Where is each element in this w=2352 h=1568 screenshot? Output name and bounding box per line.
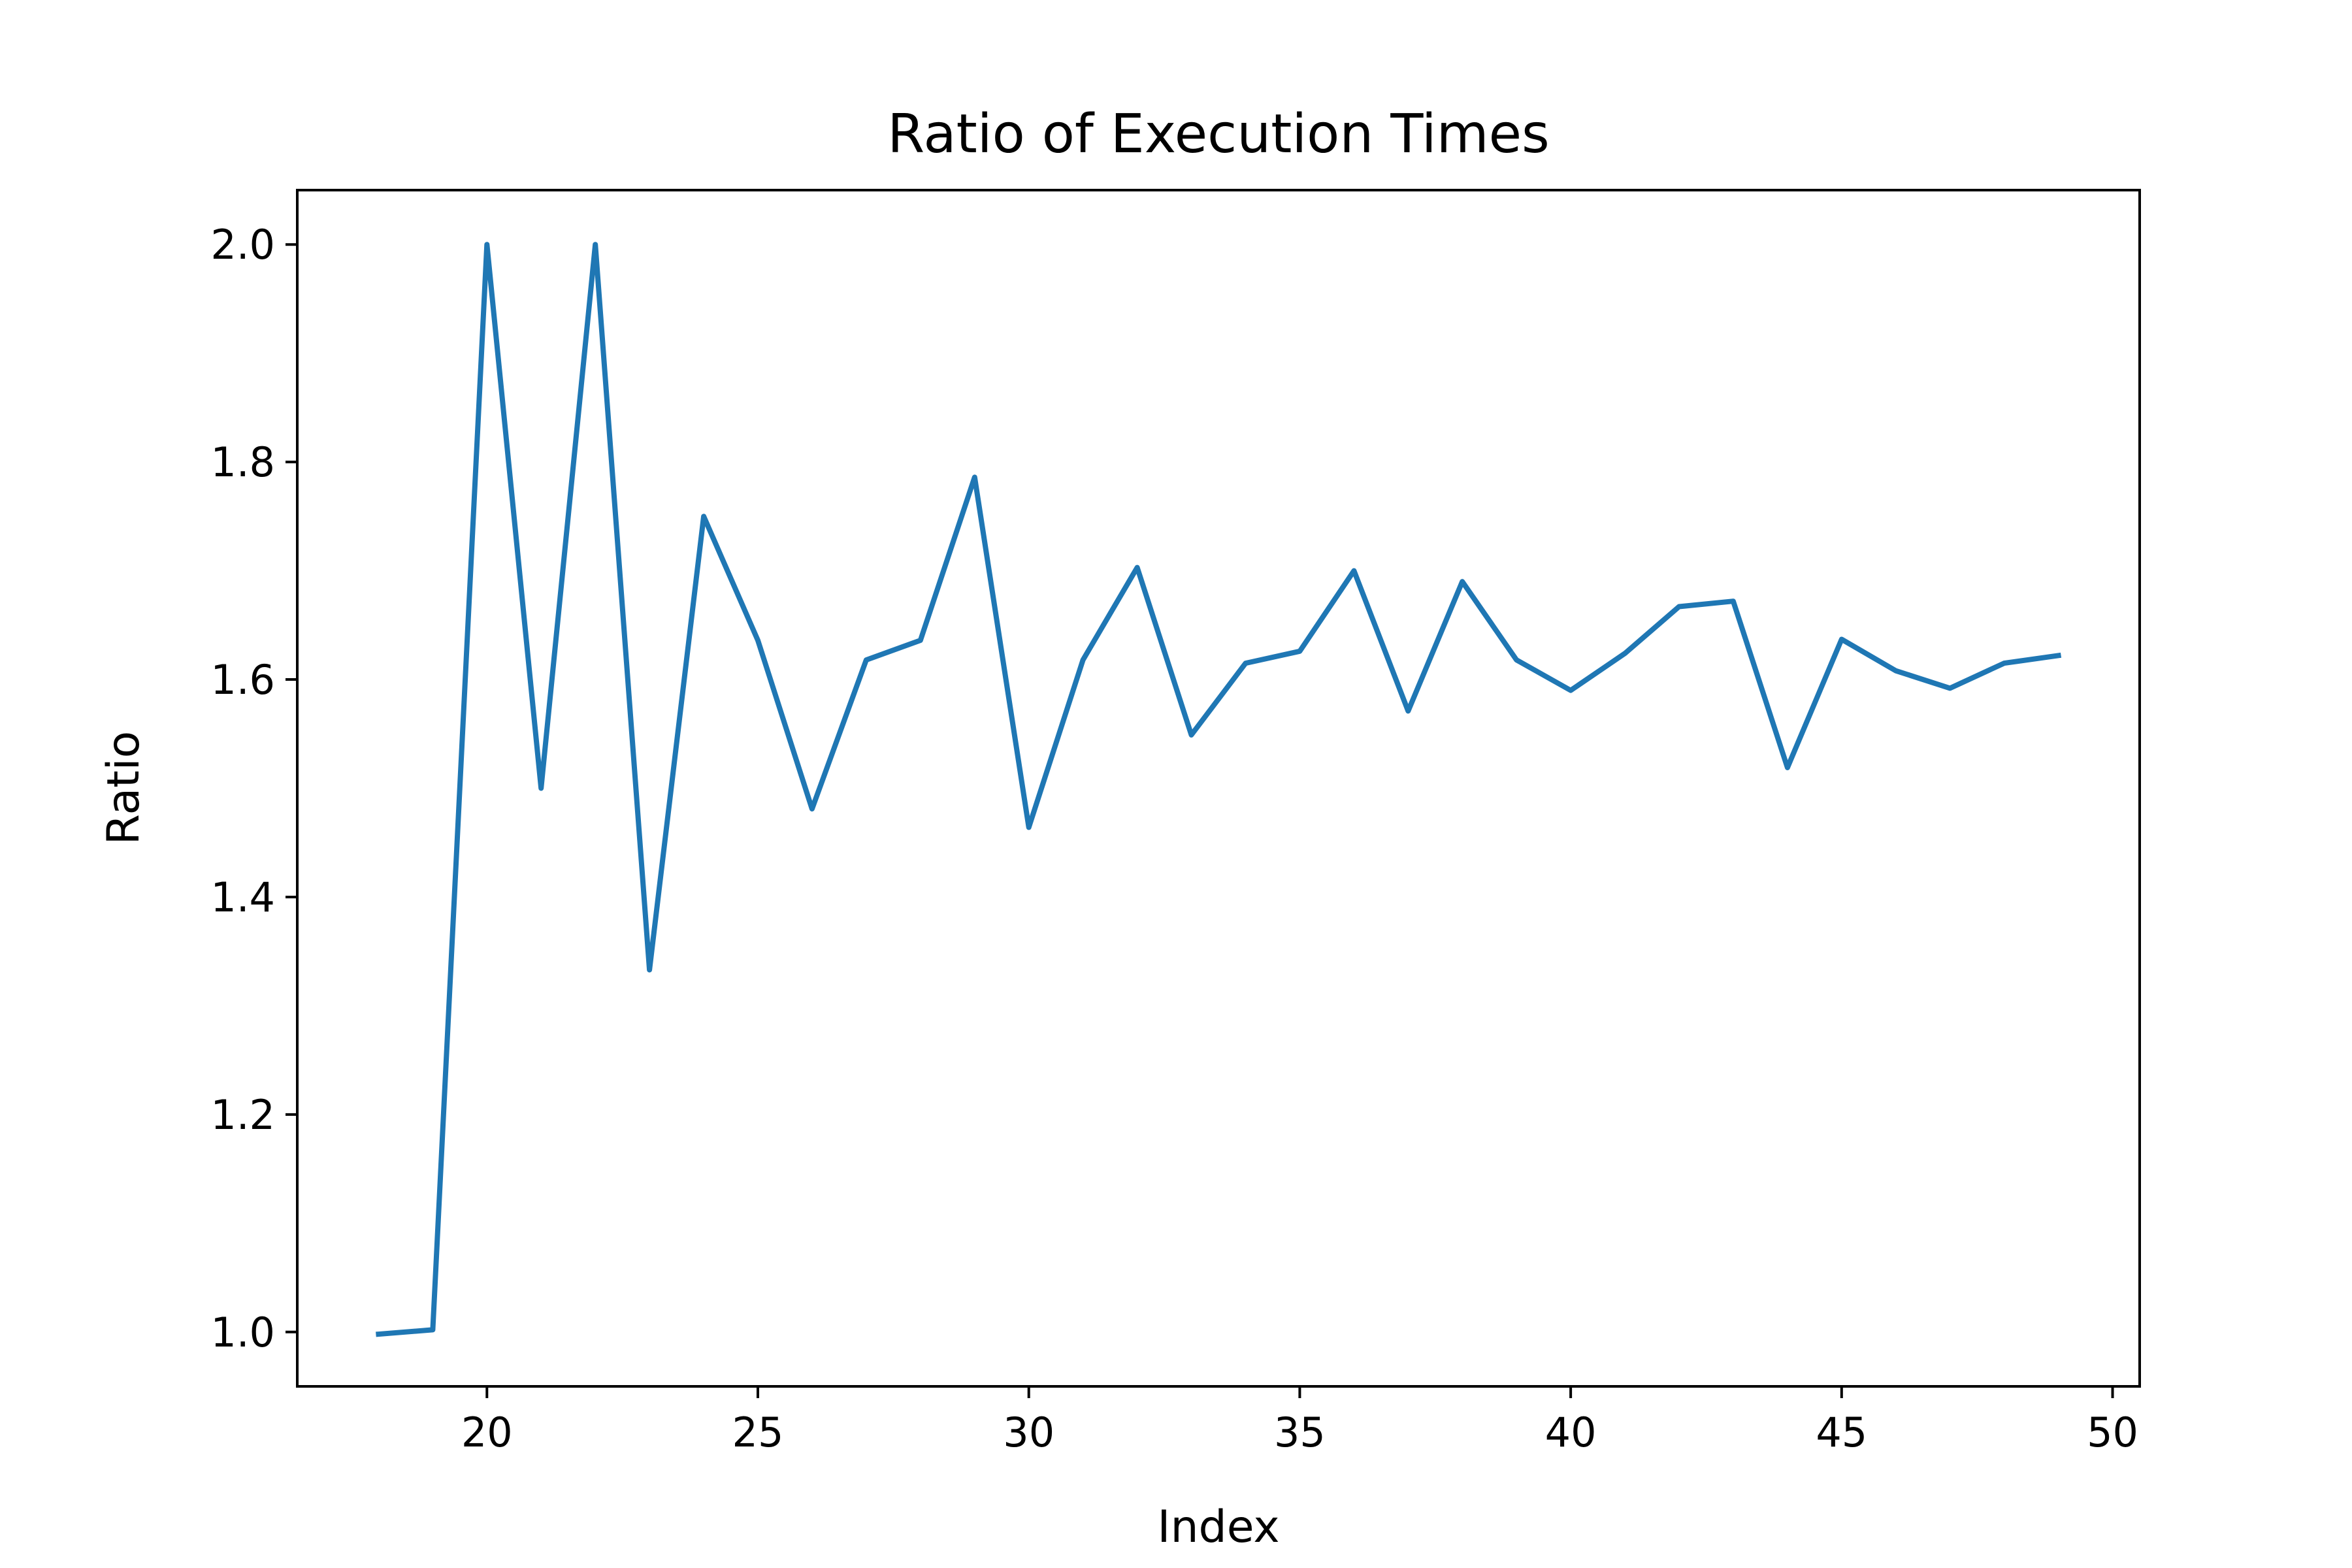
x-tick-label: 20 — [461, 1409, 513, 1456]
series-line — [376, 242, 2062, 1337]
y-tick-label: 1.0 — [210, 1309, 275, 1356]
y-ticks: 1.0 1.2 1.4 1.6 1.8 2.0 — [210, 221, 297, 1356]
y-tick-label: 1.4 — [210, 874, 275, 921]
chart-title: Ratio of Execution Times — [887, 103, 1550, 165]
y-tick-label: 2.0 — [210, 221, 275, 269]
x-tick-label: 40 — [1545, 1409, 1597, 1456]
x-tick-label: 45 — [1816, 1409, 1867, 1456]
plot-area-frame — [296, 189, 2141, 1388]
x-tick-label: 30 — [1003, 1409, 1054, 1456]
y-tick-label: 1.2 — [210, 1091, 275, 1139]
y-tick-label: 1.6 — [210, 656, 275, 704]
x-axis-label: Index — [1157, 1501, 1279, 1553]
x-tick-label: 50 — [2087, 1409, 2138, 1456]
series-layer — [376, 242, 2062, 1337]
x-tick-label: 35 — [1274, 1409, 1326, 1456]
y-tick-label: 1.8 — [210, 438, 275, 486]
x-tick-label: 25 — [732, 1409, 784, 1456]
x-ticks: 20 25 30 35 40 45 50 — [461, 1386, 2138, 1456]
y-axis-label: Ratio — [98, 731, 150, 845]
